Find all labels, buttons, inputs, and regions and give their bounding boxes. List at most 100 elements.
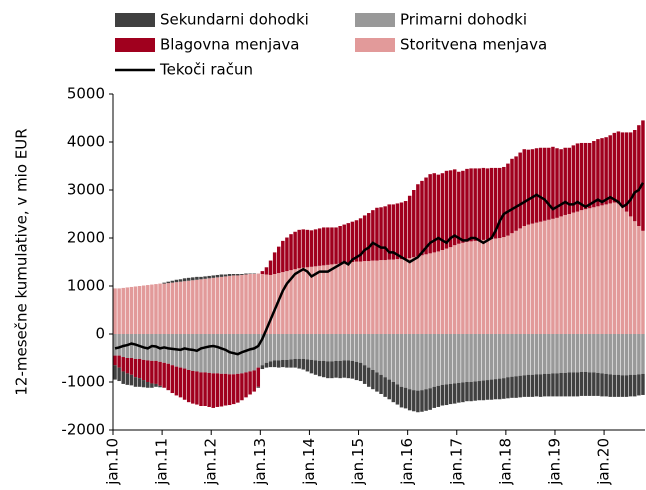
bar: [211, 373, 216, 408]
bar: [211, 334, 216, 374]
bar: [514, 334, 518, 377]
bar: [489, 334, 494, 380]
bar: [125, 358, 130, 374]
bar: [285, 359, 289, 368]
bar: [117, 355, 121, 368]
bar: [313, 334, 318, 361]
bar: [174, 366, 179, 396]
bar: [538, 374, 543, 397]
bar: [485, 239, 490, 334]
bar: [481, 167, 486, 240]
bar: [256, 386, 261, 388]
bar: [428, 388, 432, 410]
bar: [195, 334, 199, 372]
bar: [113, 355, 117, 366]
bar: [559, 334, 563, 373]
bar: [264, 334, 269, 363]
bar: [207, 278, 211, 334]
bar: [285, 271, 289, 334]
bar: [203, 276, 207, 279]
bar: [420, 390, 424, 412]
bar: [334, 227, 338, 264]
bar: [137, 378, 142, 387]
bar: [326, 334, 330, 362]
bar: [293, 231, 297, 270]
bar: [281, 359, 285, 368]
bar: [281, 240, 285, 273]
bar: [633, 221, 637, 334]
bar: [195, 279, 199, 334]
bar: [522, 149, 527, 226]
bar: [452, 169, 457, 246]
bar: [506, 377, 510, 399]
bar: [477, 381, 482, 401]
x-tick-label: jan.18: [496, 438, 514, 486]
bar: [252, 334, 256, 371]
bar: [309, 266, 314, 334]
bar: [477, 240, 482, 334]
bar: [542, 373, 547, 397]
bar: [436, 251, 441, 334]
bar: [481, 334, 486, 381]
bar: [330, 361, 334, 379]
bar: [322, 334, 326, 361]
bar: [424, 254, 428, 334]
bar: [395, 203, 400, 260]
bar: [260, 271, 265, 274]
bar: [350, 360, 355, 379]
bar: [297, 334, 301, 359]
bar: [264, 362, 269, 368]
bar: [223, 274, 228, 277]
bar: [227, 275, 232, 334]
bar: [567, 147, 572, 214]
bar: [379, 260, 383, 334]
bar: [493, 379, 498, 400]
bar: [457, 243, 461, 334]
bar: [248, 274, 252, 334]
bar: [510, 233, 514, 334]
bar: [399, 259, 404, 334]
bar: [403, 387, 408, 409]
legend-swatch: [115, 38, 155, 52]
bar: [571, 145, 576, 213]
bar: [313, 360, 318, 375]
bar: [174, 282, 179, 334]
bar: [583, 371, 588, 396]
bar: [461, 334, 465, 383]
bar: [203, 334, 207, 373]
bar: [186, 280, 191, 334]
bar: [600, 373, 604, 397]
bar: [502, 237, 506, 334]
bar: [305, 267, 310, 334]
bar: [203, 278, 207, 334]
bar: [317, 360, 322, 377]
bar: [403, 201, 408, 259]
bar: [178, 281, 183, 334]
bar: [620, 375, 625, 397]
bar: [272, 334, 277, 361]
bar: [596, 206, 600, 334]
bar: [608, 135, 612, 204]
bar: [113, 365, 117, 380]
bar: [616, 334, 621, 375]
bar: [191, 370, 195, 404]
bar: [375, 334, 379, 373]
bar: [362, 365, 367, 384]
bar: [526, 374, 531, 397]
bar: [199, 372, 203, 406]
bar: [510, 158, 514, 234]
bar: [420, 255, 424, 334]
bar: [481, 239, 486, 334]
bar: [276, 246, 281, 274]
bar: [551, 334, 555, 374]
bar: [567, 372, 572, 397]
bar: [330, 334, 334, 362]
bar: [154, 284, 158, 334]
bar: [150, 360, 154, 384]
bar: [133, 286, 138, 334]
bar: [395, 334, 400, 385]
bar: [141, 285, 146, 334]
bar: [387, 334, 391, 380]
bar: [473, 334, 477, 382]
